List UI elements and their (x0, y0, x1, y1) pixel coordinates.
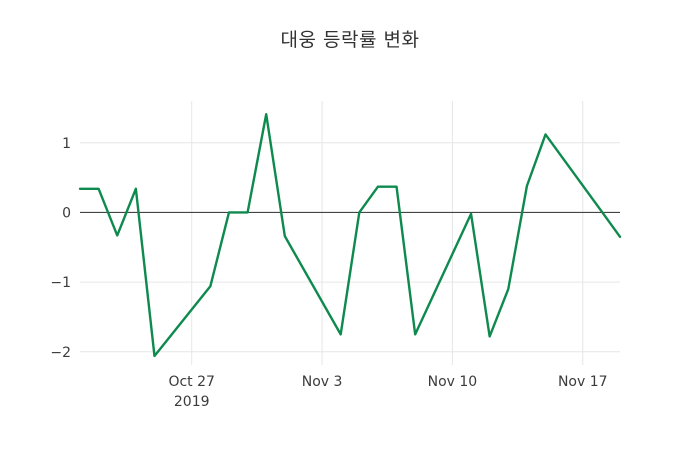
x-tick-label: Nov 17 (558, 374, 608, 390)
chart-title: 대웅 등락률 변화 (280, 29, 420, 51)
y-tick-label: 0 (62, 205, 71, 221)
y-tick-label: 1 (62, 136, 71, 152)
x-tick-sublabel: 2019 (174, 394, 210, 410)
y-tick-label: −2 (50, 345, 71, 361)
y-tick-label: −1 (50, 275, 71, 291)
x-tick-label: Nov 3 (302, 374, 343, 390)
series-line (78, 113, 622, 358)
x-tick-label: Oct 27 (168, 374, 214, 390)
x-tick-label: Nov 10 (428, 374, 478, 390)
